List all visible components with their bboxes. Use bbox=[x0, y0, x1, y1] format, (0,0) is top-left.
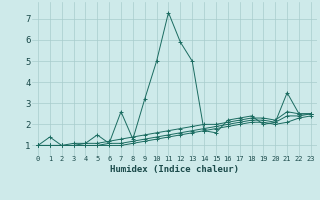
X-axis label: Humidex (Indice chaleur): Humidex (Indice chaleur) bbox=[110, 165, 239, 174]
